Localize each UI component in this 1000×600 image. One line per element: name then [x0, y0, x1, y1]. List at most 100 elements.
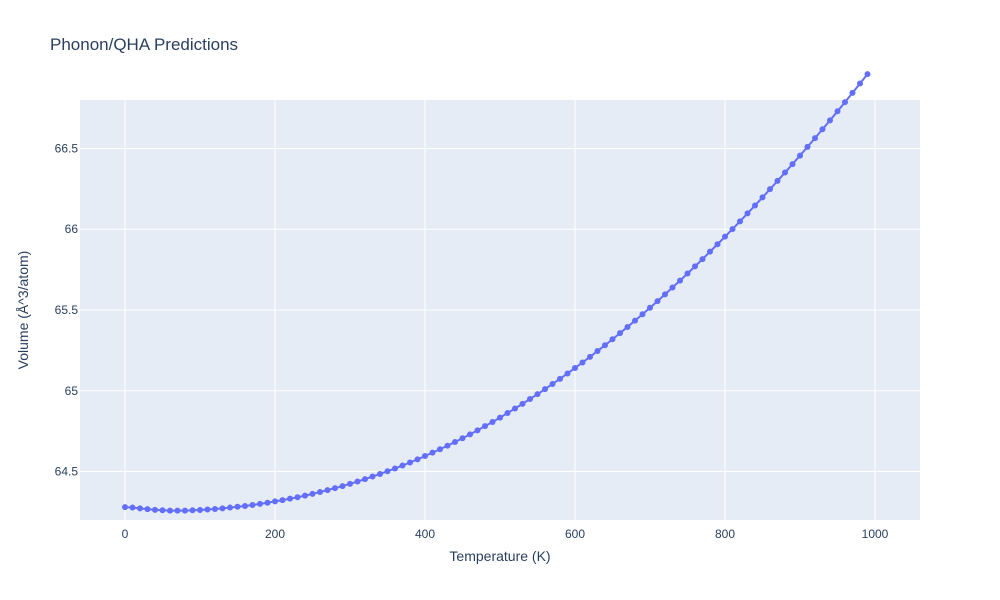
data-point: [242, 502, 248, 509]
x-tick-label: 1000: [862, 527, 889, 541]
y-tick-label: 65.5: [55, 303, 79, 317]
data-point: [467, 431, 473, 438]
data-point: [692, 263, 698, 270]
data-point: [257, 500, 263, 507]
x-tick-label: 400: [415, 527, 435, 541]
data-point: [174, 507, 181, 514]
data-point: [722, 233, 728, 240]
x-tick-label: 200: [265, 527, 285, 541]
data-point: [827, 117, 833, 124]
x-axis-title: Temperature (K): [449, 548, 550, 564]
y-tick-label: 65: [65, 384, 79, 398]
data-point: [324, 487, 331, 494]
data-point: [632, 317, 638, 324]
data-point: [264, 499, 271, 506]
data-point: [542, 386, 548, 393]
data-point: [669, 284, 676, 291]
data-point: [474, 427, 481, 434]
data-point: [129, 504, 136, 511]
data-point: [594, 348, 601, 355]
y-tick-label: 66.5: [55, 141, 79, 155]
data-point: [182, 507, 188, 514]
data-point: [857, 80, 863, 87]
data-point: [384, 468, 391, 475]
data-point: [797, 152, 803, 159]
data-point: [564, 370, 571, 377]
data-point: [227, 504, 233, 511]
data-point: [557, 375, 563, 382]
data-point: [392, 465, 398, 472]
data-point: [744, 210, 751, 217]
data-point: [212, 506, 218, 513]
data-point: [752, 202, 758, 209]
gridlines: [80, 100, 920, 520]
y-tick-label: 64.5: [55, 465, 79, 479]
data-point: [707, 248, 713, 255]
data-point: [497, 414, 503, 421]
data-point: [549, 380, 556, 387]
data-point: [399, 462, 406, 469]
data-point: [234, 503, 241, 510]
data-point: [767, 186, 773, 193]
data-point: [662, 291, 668, 298]
x-tick-label: 800: [715, 527, 735, 541]
data-point: [414, 456, 421, 463]
data-point: [804, 143, 811, 150]
data-point: [782, 169, 788, 176]
data-point: [572, 364, 578, 371]
data-point: [602, 342, 608, 349]
data-point: [137, 505, 143, 512]
data-point: [609, 336, 616, 343]
data-point: [519, 400, 526, 407]
data-point: [204, 506, 211, 513]
data-point: [789, 161, 796, 168]
data-point: [729, 226, 736, 233]
data-point: [159, 507, 166, 514]
data-point: [249, 501, 256, 508]
data-point: [302, 492, 308, 499]
data-point: [152, 506, 158, 513]
data-point: [774, 177, 781, 184]
data-point: [452, 438, 458, 445]
data-point: [459, 435, 466, 442]
chart-title: Phonon/QHA Predictions: [50, 35, 238, 54]
data-point: [587, 353, 593, 360]
data-point: [347, 480, 353, 487]
y-axis-title: Volume (Å^3/atom): [15, 251, 31, 370]
data-point: [654, 298, 661, 305]
data-point: [647, 304, 653, 311]
data-point: [287, 495, 293, 502]
data-point: [122, 504, 128, 511]
data-series: [122, 71, 871, 514]
data-point: [699, 256, 706, 263]
data-point: [309, 490, 316, 497]
series-line: [124, 73, 869, 512]
data-point: [279, 497, 286, 504]
data-point: [617, 330, 623, 337]
data-point: [864, 71, 871, 78]
data-point: [812, 135, 818, 142]
data-point: [339, 483, 346, 490]
data-point: [144, 506, 151, 513]
data-point: [167, 507, 173, 514]
data-point: [677, 277, 683, 284]
data-point: [407, 459, 413, 466]
data-point: [489, 418, 496, 425]
data-point: [834, 108, 841, 115]
data-point: [369, 473, 376, 480]
data-point: [354, 478, 361, 485]
data-point: [444, 442, 451, 449]
data-point: [759, 194, 766, 201]
data-point: [714, 241, 721, 248]
data-point: [684, 270, 691, 277]
data-point: [482, 423, 488, 430]
data-point: [579, 359, 586, 366]
data-point: [429, 449, 436, 456]
data-point: [534, 391, 541, 398]
data-point: [189, 507, 196, 514]
data-point: [422, 453, 428, 460]
data-point: [219, 505, 226, 512]
data-point: [639, 311, 646, 318]
data-point: [437, 446, 443, 453]
data-point: [317, 489, 323, 496]
